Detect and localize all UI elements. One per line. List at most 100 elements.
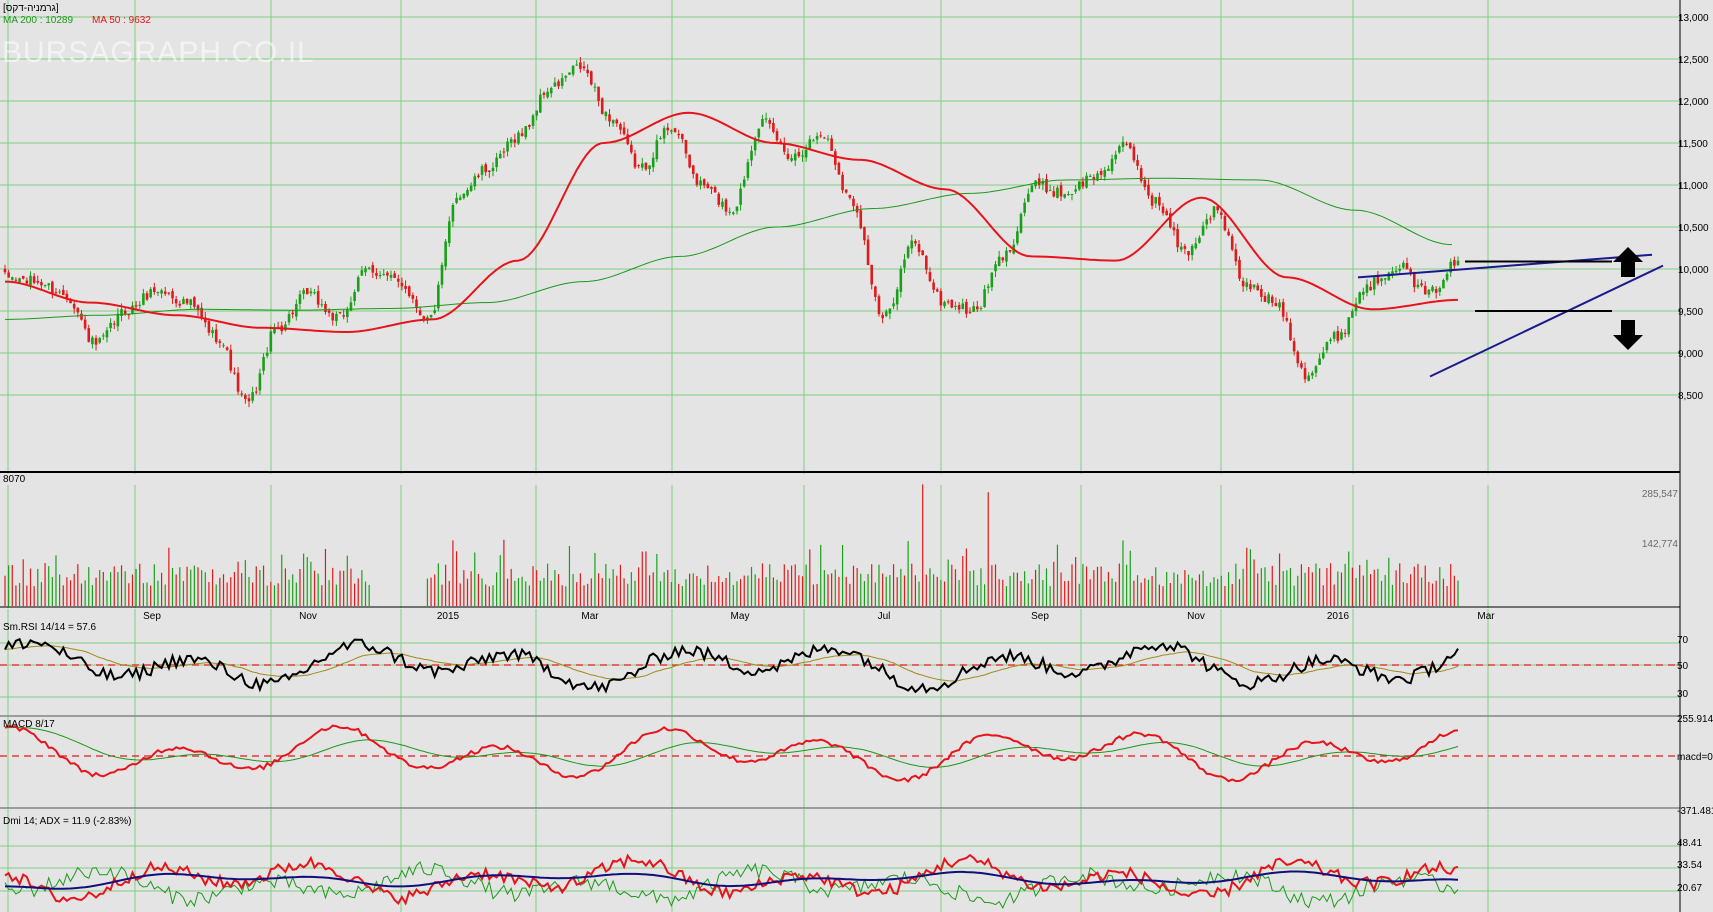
- candle-body: [1270, 296, 1274, 303]
- candle-body: [1347, 317, 1351, 335]
- volume-bars: [4, 484, 1459, 606]
- candle-body: [1427, 289, 1431, 295]
- candle-body: [710, 187, 713, 189]
- x-tick-label: 2015: [437, 611, 460, 622]
- candle-body: [418, 310, 422, 316]
- candle-body: [1263, 296, 1267, 302]
- dmi-minus-line: [4, 853, 1459, 906]
- candle-body: [1056, 187, 1059, 198]
- candle-body: [935, 289, 939, 292]
- candle-body: [1402, 262, 1405, 268]
- candle-body: [1358, 292, 1361, 304]
- candle-body: [1238, 259, 1241, 279]
- candle-body: [1449, 261, 1453, 273]
- candle-body: [462, 193, 466, 199]
- candle-body: [651, 157, 655, 168]
- price-tick-label: 12,500: [1678, 55, 1709, 66]
- candle-body: [888, 308, 892, 314]
- candle-body: [236, 372, 240, 392]
- candle-body: [364, 268, 367, 273]
- macd-tick-low: -371.481: [1677, 806, 1713, 817]
- candle-body: [746, 162, 750, 178]
- candle-body: [415, 299, 418, 309]
- candle-body: [713, 187, 717, 193]
- candle-body: [1001, 257, 1005, 261]
- candle-body: [1037, 178, 1041, 185]
- candle-body: [717, 193, 721, 205]
- candle-body: [145, 293, 149, 300]
- x-tick-label: Sep: [1031, 611, 1049, 622]
- candle-body: [662, 128, 666, 139]
- candle-body: [783, 142, 786, 152]
- candle-body: [240, 393, 244, 395]
- candle-body: [335, 313, 338, 322]
- candle-body: [903, 259, 906, 268]
- candle-body: [1325, 342, 1329, 351]
- candle-body: [1376, 275, 1380, 284]
- down-arrow-icon: [1613, 320, 1643, 350]
- candle-body: [732, 212, 735, 214]
- candle-body: [597, 86, 600, 101]
- candle-body: [691, 165, 695, 174]
- candle-body: [1128, 143, 1132, 149]
- candle-body: [1005, 250, 1008, 262]
- candle-body: [1372, 277, 1376, 290]
- candle-body: [1158, 196, 1161, 206]
- candle-body: [801, 155, 804, 157]
- candle-body: [214, 329, 218, 342]
- x-tick-label: Nov: [1187, 611, 1205, 622]
- candle-body: [396, 278, 400, 282]
- rsi-panel: Sm.RSI 14/14 = 57.6 70 50 30: [0, 622, 1689, 700]
- candle-body: [134, 305, 138, 307]
- macd-signal-line: [4, 727, 1459, 768]
- candle-body: [560, 78, 564, 86]
- candle-body: [1063, 194, 1067, 198]
- candle-body: [284, 324, 287, 331]
- candle-body: [1143, 179, 1147, 187]
- candle-body: [1289, 322, 1292, 341]
- candle-body: [859, 210, 863, 229]
- upper-trendline: [1357, 253, 1653, 279]
- candle-body: [666, 127, 670, 131]
- candle-body: [389, 275, 393, 278]
- candle-body: [1205, 219, 1209, 225]
- candle-body: [721, 201, 724, 207]
- candle-body: [287, 314, 291, 323]
- candle-body: [728, 211, 731, 213]
- candle-body: [3, 268, 7, 273]
- candle-body: [360, 270, 364, 276]
- volume-tick-mid: 142,774: [1642, 539, 1679, 550]
- candle-body: [404, 285, 407, 289]
- candle-body: [852, 198, 855, 207]
- price-tick-label: 11,500: [1678, 139, 1708, 150]
- rsi-line: [4, 637, 1459, 694]
- candle-body: [906, 246, 910, 258]
- candle-body: [608, 114, 611, 122]
- candle-body: [604, 112, 608, 117]
- candle-body: [54, 292, 58, 294]
- candle-body: [611, 119, 615, 124]
- candle-body: [65, 293, 69, 298]
- candle-body: [557, 81, 560, 87]
- candle-body: [1139, 168, 1143, 182]
- candle-body: [1234, 249, 1238, 262]
- candle-body: [1227, 231, 1230, 236]
- candle-body: [309, 291, 313, 294]
- candle-body: [921, 250, 924, 256]
- candle-body: [571, 65, 575, 75]
- candle-body: [102, 335, 105, 337]
- candle-body: [655, 140, 659, 160]
- candle-body: [553, 82, 557, 87]
- candle-body: [582, 66, 586, 69]
- volume-tick-high: 285,547: [1642, 489, 1679, 500]
- candle-body: [670, 130, 673, 132]
- candle-body: [1318, 358, 1321, 365]
- price-tick-label: 13,000: [1678, 13, 1709, 24]
- candle-body: [619, 124, 622, 130]
- candle-body: [742, 179, 746, 187]
- candle-body: [80, 313, 83, 320]
- candle-body: [316, 291, 320, 305]
- candle-body: [1096, 173, 1099, 181]
- candle-body: [1303, 368, 1307, 380]
- candle-body: [1201, 225, 1205, 236]
